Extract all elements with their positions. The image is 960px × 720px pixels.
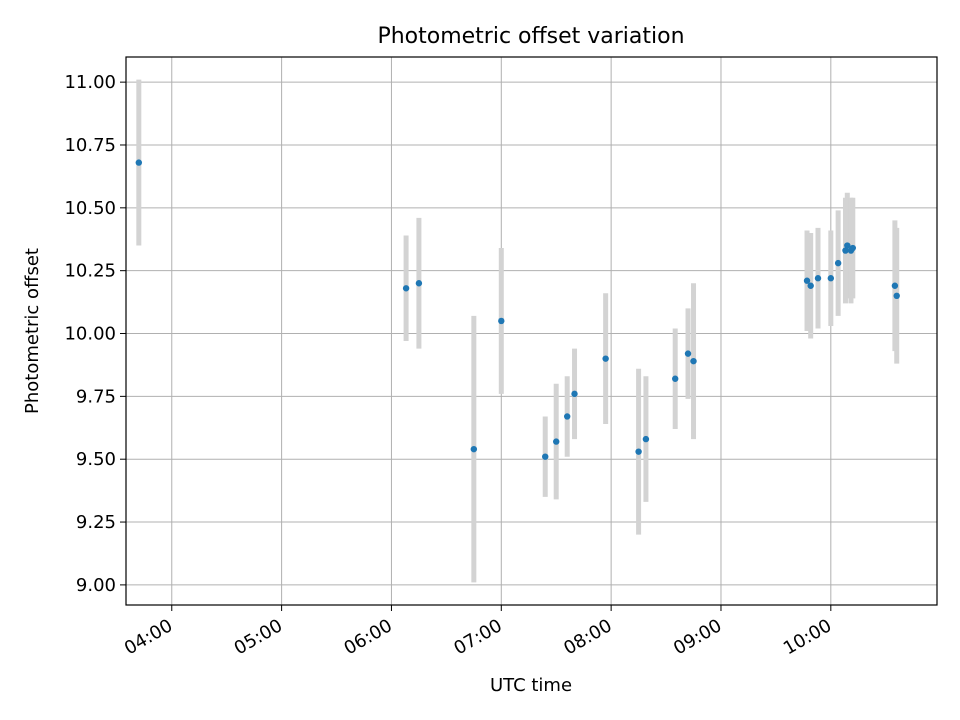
data-point <box>415 280 423 287</box>
plot-frame <box>125 56 938 606</box>
data-point <box>827 275 835 282</box>
data-point <box>563 413 571 420</box>
data-point <box>672 375 679 382</box>
data-point <box>571 390 578 398</box>
data-point <box>891 282 899 289</box>
y-tick-label: 11.00 <box>64 72 116 93</box>
data-point <box>893 292 900 300</box>
y-axis-label: Photometric offset <box>22 248 43 414</box>
data-point <box>803 277 811 284</box>
data-point <box>498 317 505 325</box>
data-point <box>807 282 814 289</box>
y-tick-label: 10.25 <box>64 261 116 282</box>
data-points <box>135 159 900 460</box>
data-point <box>635 448 642 455</box>
data-point <box>684 350 692 357</box>
y-tick-label: 10.75 <box>64 135 116 156</box>
data-point <box>690 357 697 365</box>
data-point <box>842 247 849 254</box>
chart-title: Photometric offset variation <box>377 24 684 49</box>
y-axis-ticks: 9.00 9.25 9.50 9.75 10.00 10.25 10.50 10.75 11.0… <box>64 72 126 596</box>
data-point <box>814 275 822 282</box>
y-tick-label: 9.25 <box>76 512 116 533</box>
y-tick-label: 9.75 <box>76 386 116 407</box>
data-point <box>542 453 549 460</box>
data-point <box>834 259 842 267</box>
data-point <box>849 244 856 252</box>
grid <box>126 57 937 605</box>
y-tick-label: 9.50 <box>76 449 116 470</box>
y-tick-label: 9.00 <box>76 575 116 596</box>
data-point <box>402 285 410 292</box>
data-point <box>642 435 650 443</box>
y-tick-label: 10.00 <box>64 324 116 345</box>
data-point <box>553 438 560 445</box>
data-point <box>844 242 851 249</box>
y-tick-label: 10.50 <box>64 198 116 219</box>
x-axis-label: UTC time <box>490 675 572 696</box>
data-point <box>135 159 143 166</box>
data-point <box>470 445 478 453</box>
data-point <box>602 355 609 362</box>
